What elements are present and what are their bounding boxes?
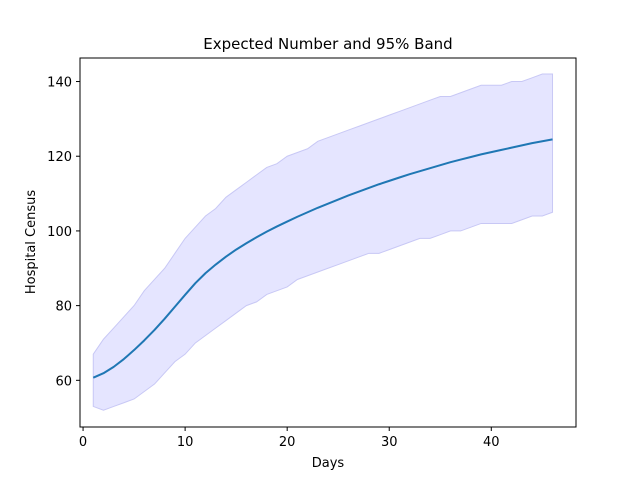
x-tick-label: 20 (279, 435, 296, 450)
y-tick-label: 80 (55, 300, 72, 315)
y-tick-label: 100 (47, 225, 72, 240)
x-axis-ticks: 0 10 20 30 40 (79, 427, 500, 450)
y-tick-label: 120 (47, 150, 72, 165)
x-tick-label: 30 (381, 435, 398, 450)
y-tick-label: 60 (55, 374, 72, 389)
series-expected (92, 138, 553, 379)
x-tick-label: 0 (79, 435, 87, 450)
plot-frame (79, 57, 577, 428)
x-axis-label: Days (312, 456, 345, 471)
band-area (92, 73, 554, 411)
x-tick-label: 40 (483, 435, 500, 450)
chart-title: Expected Number and 95% Band (203, 35, 452, 53)
x-tick-label: 10 (177, 435, 194, 450)
y-axis-label: Hospital Census (24, 190, 39, 295)
expected-line (92, 138, 553, 379)
confidence-band (92, 73, 554, 411)
y-tick-label: 140 (47, 76, 72, 91)
y-axis-ticks: 60 80 100 120 140 (47, 76, 80, 389)
